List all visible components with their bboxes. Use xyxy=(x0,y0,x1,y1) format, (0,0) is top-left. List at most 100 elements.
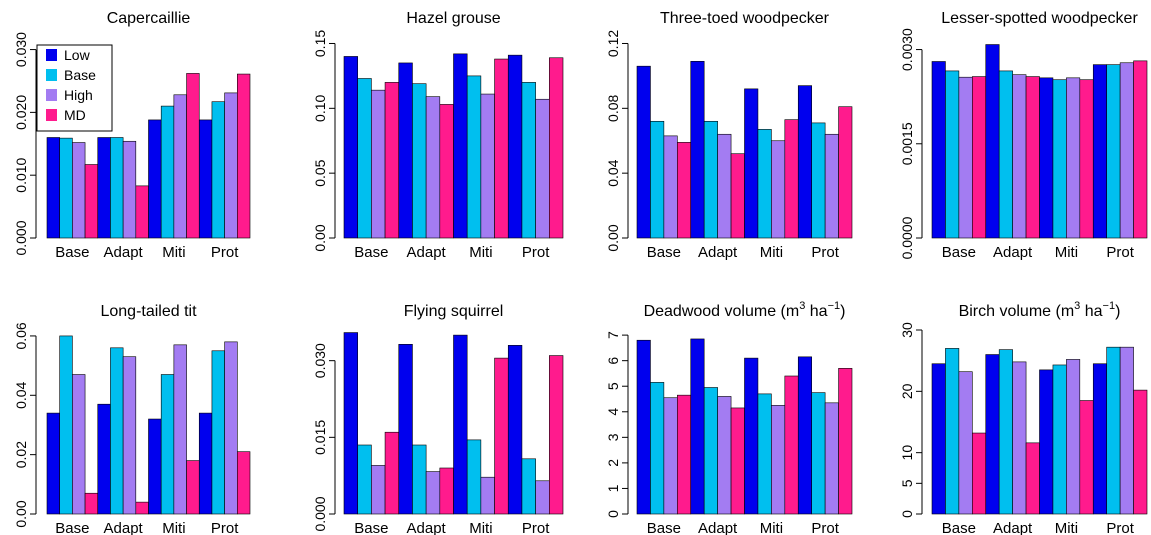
bar-md-adapt xyxy=(439,104,454,239)
bar-high-base xyxy=(371,465,386,515)
y-tick-label: 10 xyxy=(899,445,915,461)
chart-panel: Lesser-spotted woodpecker Base Adapt Miti Pr… xyxy=(899,10,1148,261)
bar-base-miti xyxy=(1052,364,1067,515)
y-tick-label: 7 xyxy=(605,331,621,339)
bar-high-adapt xyxy=(1012,74,1027,239)
unit-superscript: 3 xyxy=(799,300,805,312)
bar-base-miti xyxy=(466,439,482,515)
bar-base-adapt xyxy=(412,444,427,515)
unit-superscript: −1 xyxy=(1103,300,1116,312)
bar-low-adapt xyxy=(690,338,705,515)
bar-low-miti xyxy=(744,88,759,239)
bar-low-miti xyxy=(1039,369,1054,515)
bar-high-miti xyxy=(771,140,786,239)
bar-md-miti xyxy=(1079,400,1094,515)
y-tick-label: 0.010 xyxy=(13,157,29,192)
chart-title: Flying squirrel xyxy=(404,303,504,320)
bar-low-adapt xyxy=(398,62,413,239)
bar-high-adapt xyxy=(717,396,732,515)
x-tick-label: Miti xyxy=(162,244,185,261)
bar-high-prot xyxy=(1119,62,1134,239)
y-tick-label: 0.020 xyxy=(13,95,29,130)
bar-low-adapt xyxy=(398,344,413,515)
bar-base-prot xyxy=(521,82,536,239)
chart-panel: Three-toed woodpecker Base Adapt Miti Prot 0.… xyxy=(605,10,853,261)
y-tick-label: 0.0000 xyxy=(899,216,915,259)
x-tick-label: Base xyxy=(647,244,681,261)
y-tick-label: 0.12 xyxy=(605,30,621,57)
bar-md-base xyxy=(84,164,99,239)
bar-md-miti xyxy=(494,58,509,239)
y-tick-label: 0.00 xyxy=(13,500,29,527)
x-tick-label: Miti xyxy=(162,520,185,535)
bar-md-adapt xyxy=(730,407,745,515)
bar-md-adapt xyxy=(135,185,149,239)
y-tick-label: 0.0030 xyxy=(899,28,915,71)
bar-low-prot xyxy=(797,356,812,515)
bar-base-adapt xyxy=(412,83,427,239)
bar-low-miti xyxy=(148,418,162,515)
bar-low-adapt xyxy=(97,137,111,239)
x-tick-label: Prot xyxy=(811,244,839,261)
y-tick-label: 3 xyxy=(605,433,621,441)
bar-base-prot xyxy=(1106,346,1121,515)
bar-md-prot xyxy=(1133,60,1148,239)
bar-base-adapt xyxy=(110,137,124,239)
y-tick-label: 0.000 xyxy=(312,496,328,531)
chart-title: Three-toed woodpecker xyxy=(660,10,830,27)
x-tick-label: Miti xyxy=(469,244,492,261)
x-tick-label: Miti xyxy=(1055,520,1078,535)
chart-title: Birch volume (m3 ha−1) xyxy=(959,300,1121,320)
bar-high-miti xyxy=(1066,359,1081,515)
legend-label-md: MD xyxy=(64,107,86,123)
bar-md-base xyxy=(384,82,400,239)
bar-base-prot xyxy=(521,458,536,515)
x-tick-label: Prot xyxy=(811,520,839,535)
bar-base-base xyxy=(945,70,960,239)
unit-text: ha xyxy=(1080,303,1102,320)
bar-high-miti xyxy=(480,93,495,239)
bar-high-miti xyxy=(771,405,786,515)
bar-base-base xyxy=(650,120,665,239)
chart-panel: Birch volume (m3 ha−1) Base Adapt Miti Prot 0… xyxy=(899,300,1148,535)
x-tick-label: Base xyxy=(354,520,388,535)
bar-md-base xyxy=(677,142,692,239)
bar-low-adapt xyxy=(985,354,1000,515)
bar-high-miti xyxy=(480,476,495,515)
chart-title: Long-tailed tit xyxy=(100,303,197,320)
y-tick-label: 0.10 xyxy=(312,94,328,121)
x-tick-label: Adapt xyxy=(407,520,447,535)
bar-base-prot xyxy=(1106,64,1121,239)
bar-base-prot xyxy=(211,350,225,515)
bar-low-miti xyxy=(1039,77,1054,239)
chart-title: Lesser-spotted woodpecker xyxy=(941,10,1138,27)
bar-low-base xyxy=(343,332,358,515)
legend-swatch-low xyxy=(46,49,57,61)
y-tick-label: 0.00 xyxy=(605,224,621,251)
bar-low-adapt xyxy=(97,403,111,515)
y-tick-label: 0.06 xyxy=(13,322,29,349)
y-tick-label: 5 xyxy=(899,479,915,487)
bar-high-base xyxy=(663,135,678,239)
bar-md-miti xyxy=(1079,79,1094,239)
y-tick-label: 0.15 xyxy=(312,30,328,57)
bar-base-prot xyxy=(811,122,826,239)
bar-md-miti xyxy=(784,119,799,239)
x-tick-label: Prot xyxy=(211,244,239,261)
y-tick-label: 2 xyxy=(605,459,621,467)
unit-text: ) xyxy=(840,303,845,320)
bar-high-base xyxy=(958,76,973,239)
bar-high-prot xyxy=(824,133,839,239)
bar-md-miti xyxy=(186,73,200,239)
bar-low-base xyxy=(636,65,651,239)
bar-high-adapt xyxy=(425,96,441,239)
bar-high-adapt xyxy=(425,471,441,515)
x-tick-label: Adapt xyxy=(407,244,447,261)
y-tick-label: 5 xyxy=(605,382,621,390)
legend: Low Base High MD xyxy=(36,44,113,132)
bar-base-base xyxy=(357,78,372,239)
bar-base-miti xyxy=(160,374,175,515)
bar-low-prot xyxy=(198,412,213,515)
bar-high-prot xyxy=(1119,346,1134,515)
